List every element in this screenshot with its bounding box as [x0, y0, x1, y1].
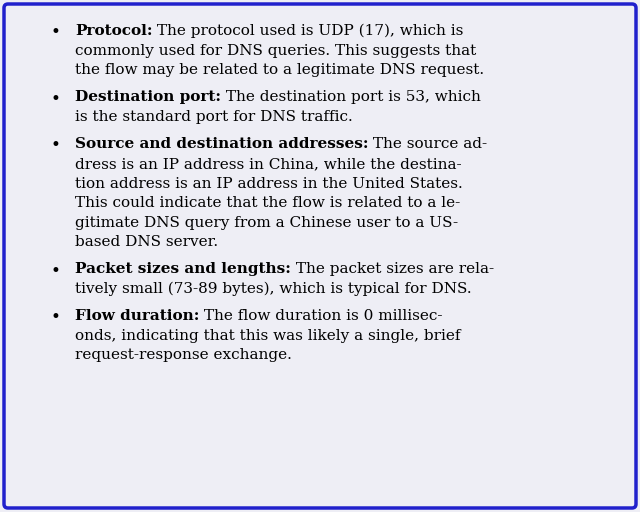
Text: This could indicate that the flow is related to a le-: This could indicate that the flow is rel…: [75, 196, 460, 210]
Text: request-response exchange.: request-response exchange.: [75, 349, 292, 362]
Text: The packet sizes are rela-: The packet sizes are rela-: [291, 263, 494, 276]
Text: Protocol:: Protocol:: [75, 24, 152, 38]
Text: Flow duration:: Flow duration:: [75, 309, 200, 324]
FancyBboxPatch shape: [4, 4, 636, 508]
Text: the flow may be related to a legitimate DNS request.: the flow may be related to a legitimate …: [75, 63, 484, 77]
Text: The destination port is 53, which: The destination port is 53, which: [221, 91, 481, 104]
Text: Packet sizes and lengths:: Packet sizes and lengths:: [75, 263, 291, 276]
Text: gitimate DNS query from a Chinese user to a US-: gitimate DNS query from a Chinese user t…: [75, 216, 458, 229]
Text: Source and destination addresses:: Source and destination addresses:: [75, 138, 369, 152]
Text: commonly used for DNS queries. This suggests that: commonly used for DNS queries. This sugg…: [75, 44, 476, 57]
Text: tion address is an IP address in the United States.: tion address is an IP address in the Uni…: [75, 177, 463, 190]
Text: based DNS server.: based DNS server.: [75, 235, 218, 249]
Text: The protocol used is UDP (17), which is: The protocol used is UDP (17), which is: [152, 24, 464, 38]
Text: •: •: [50, 91, 60, 108]
Text: tively small (73-89 bytes), which is typical for DNS.: tively small (73-89 bytes), which is typ…: [75, 282, 472, 296]
Text: •: •: [50, 309, 60, 327]
Text: onds, indicating that this was likely a single, brief: onds, indicating that this was likely a …: [75, 329, 461, 343]
Text: •: •: [50, 263, 60, 280]
Text: Destination port:: Destination port:: [75, 91, 221, 104]
Text: The flow duration is 0 millisec-: The flow duration is 0 millisec-: [200, 309, 443, 324]
Text: The source ad-: The source ad-: [369, 138, 488, 152]
Text: •: •: [50, 24, 60, 41]
Text: •: •: [50, 138, 60, 155]
Text: is the standard port for DNS traffic.: is the standard port for DNS traffic.: [75, 110, 353, 124]
Text: dress is an IP address in China, while the destina-: dress is an IP address in China, while t…: [75, 157, 461, 171]
